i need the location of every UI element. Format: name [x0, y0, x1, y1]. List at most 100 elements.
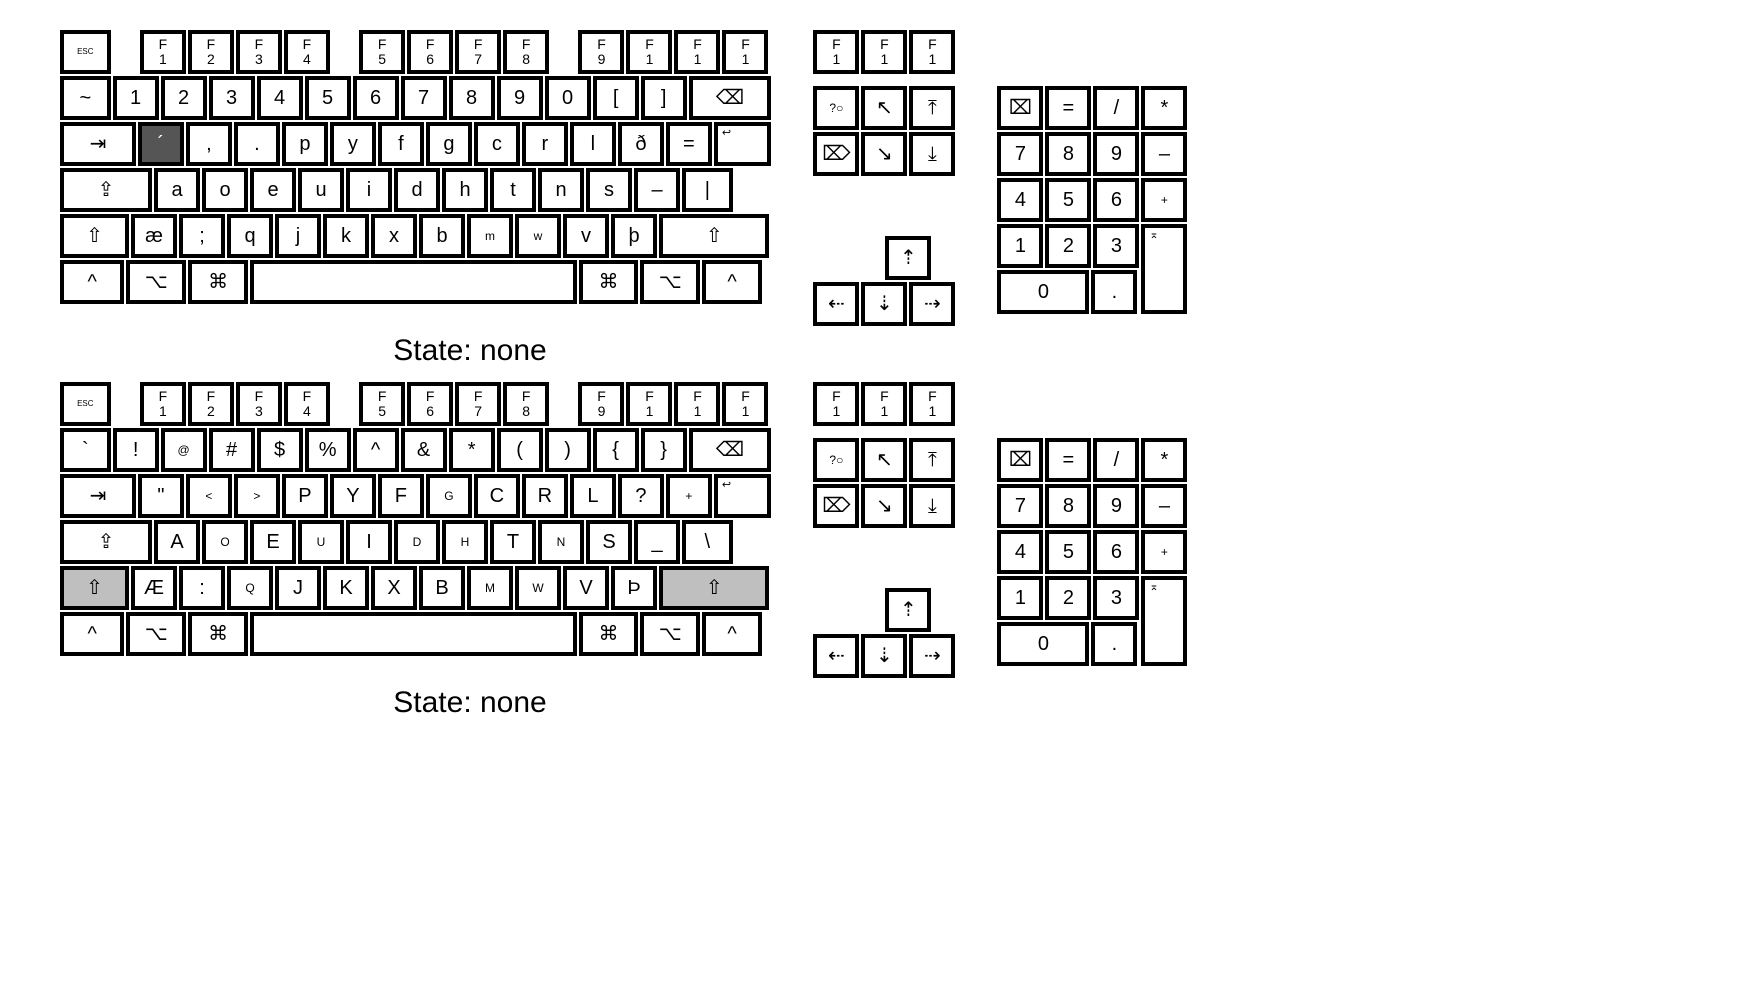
key-%[interactable]: % — [305, 428, 351, 472]
key-.[interactable]: . — [1091, 270, 1137, 314]
key-del[interactable]: ⌦ — [813, 132, 859, 176]
key-1[interactable]: 1 — [113, 76, 159, 120]
key-r[interactable]: r — [522, 122, 568, 166]
key-"[interactable]: " — [138, 474, 184, 518]
key-ESC[interactable]: ESC — [60, 30, 111, 74]
key-3[interactable]: 3 — [1093, 576, 1139, 620]
key-ctrl[interactable]: ^ — [60, 612, 124, 656]
key-3[interactable]: 3 — [209, 76, 255, 120]
key-p[interactable]: p — [282, 122, 328, 166]
key-x[interactable]: x — [371, 214, 417, 258]
key-+[interactable]: + — [1141, 178, 1187, 222]
key-u[interactable]: u — [298, 168, 344, 212]
key-+[interactable]: + — [1141, 530, 1187, 574]
key-/[interactable]: / — [1093, 86, 1139, 130]
key-up[interactable]: ⇡ — [885, 588, 931, 632]
key-F1[interactable]: F1 — [674, 30, 720, 74]
key-<[interactable]: < — [186, 474, 232, 518]
key-Y[interactable]: Y — [330, 474, 376, 518]
key-F7[interactable]: F7 — [455, 382, 501, 426]
key-|[interactable]: | — [682, 168, 733, 212]
key-I[interactable]: I — [346, 520, 392, 564]
key-capslock[interactable]: ⇪ — [60, 520, 152, 564]
key-F3[interactable]: F3 — [236, 30, 282, 74]
key-backspace[interactable]: ⌫ — [689, 76, 772, 120]
key-b[interactable]: b — [419, 214, 465, 258]
key-end[interactable]: ↘ — [861, 484, 907, 528]
key-ctrl[interactable]: ^ — [60, 260, 124, 304]
key-pagedown[interactable]: ⤓ — [909, 132, 955, 176]
key-:[interactable]: : — [179, 566, 225, 610]
key-F3[interactable]: F3 — [236, 382, 282, 426]
key-0[interactable]: 0 — [997, 270, 1089, 314]
key-;[interactable]: ; — [179, 214, 225, 258]
key-clear[interactable]: ⌧ — [997, 86, 1043, 130]
key-left[interactable]: ⇠ — [813, 282, 859, 326]
key-5[interactable]: 5 — [1045, 178, 1091, 222]
key-F1[interactable]: F1 — [909, 30, 955, 74]
key-7[interactable]: 7 — [997, 484, 1043, 528]
key-F1[interactable]: F1 — [674, 382, 720, 426]
key-down[interactable]: ⇣ — [861, 634, 907, 678]
key-K[interactable]: K — [323, 566, 369, 610]
key-=[interactable]: = — [1045, 438, 1091, 482]
key-9[interactable]: 9 — [1093, 132, 1139, 176]
key-8[interactable]: 8 — [449, 76, 495, 120]
key-a[interactable]: a — [154, 168, 200, 212]
key-0[interactable]: 0 — [545, 76, 591, 120]
key-s[interactable]: s — [586, 168, 632, 212]
key-d[interactable]: d — [394, 168, 440, 212]
key-L[interactable]: L — [570, 474, 616, 518]
key-U[interactable]: U — [298, 520, 344, 564]
key-*[interactable]: * — [1141, 438, 1187, 482]
key-D[interactable]: D — [394, 520, 440, 564]
key-G[interactable]: G — [426, 474, 472, 518]
key-clear[interactable]: ⌧ — [997, 438, 1043, 482]
key-enter[interactable]: ↩ — [714, 122, 772, 166]
key-F8[interactable]: F8 — [503, 30, 549, 74]
key-k[interactable]: k — [323, 214, 369, 258]
key-}[interactable]: } — [641, 428, 687, 472]
key-F1[interactable]: F1 — [909, 382, 955, 426]
key-)[interactable]: ) — [545, 428, 591, 472]
key-Þ[interactable]: Þ — [611, 566, 657, 610]
key-^[interactable]: ^ — [353, 428, 399, 472]
key-![interactable]: ! — [113, 428, 159, 472]
key-T[interactable]: T — [490, 520, 536, 564]
key-up[interactable]: ⇡ — [885, 236, 931, 280]
key-S[interactable]: S — [586, 520, 632, 564]
key-–[interactable]: – — [1141, 484, 1187, 528]
key-tab[interactable]: ⇥ — [60, 474, 136, 518]
key-6[interactable]: 6 — [353, 76, 399, 120]
key-$[interactable]: $ — [257, 428, 303, 472]
key-c[interactable]: c — [474, 122, 520, 166]
key-command[interactable]: ⌘ — [188, 260, 248, 304]
key-F1[interactable]: F1 — [813, 30, 859, 74]
key-shift[interactable]: ⇧ — [659, 214, 769, 258]
key-q[interactable]: q — [227, 214, 273, 258]
key-~[interactable]: ~ — [60, 76, 111, 120]
key-2[interactable]: 2 — [161, 76, 207, 120]
key-4[interactable]: 4 — [257, 76, 303, 120]
key-B[interactable]: B — [419, 566, 465, 610]
key-@[interactable]: @ — [161, 428, 207, 472]
key-pagedown[interactable]: ⤓ — [909, 484, 955, 528]
key-home[interactable]: ↖ — [861, 438, 907, 482]
key-e[interactable]: e — [250, 168, 296, 212]
key-del[interactable]: ⌦ — [813, 484, 859, 528]
key-5[interactable]: 5 — [305, 76, 351, 120]
key-F9[interactable]: F9 — [578, 382, 624, 426]
key-–[interactable]: – — [1141, 132, 1187, 176]
key-&[interactable]: & — [401, 428, 447, 472]
key-F1[interactable]: F1 — [722, 382, 768, 426]
key-æ[interactable]: æ — [131, 214, 177, 258]
key-F5[interactable]: F5 — [359, 382, 405, 426]
key-ctrl[interactable]: ^ — [702, 612, 762, 656]
key-F4[interactable]: F4 — [284, 30, 330, 74]
key-,[interactable]: , — [186, 122, 232, 166]
key-F[interactable]: F — [378, 474, 424, 518]
key-left[interactable]: ⇠ — [813, 634, 859, 678]
key-/[interactable]: / — [1093, 438, 1139, 482]
key-F1[interactable]: F1 — [722, 30, 768, 74]
key-F1[interactable]: F1 — [813, 382, 859, 426]
